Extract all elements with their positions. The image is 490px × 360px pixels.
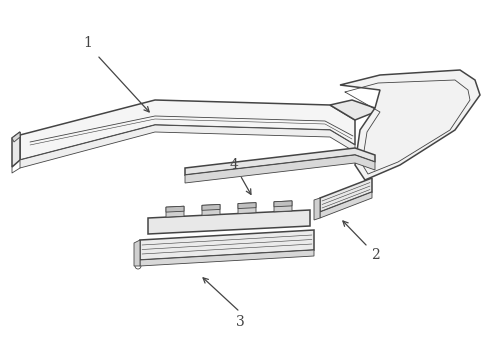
Polygon shape: [320, 192, 372, 218]
Polygon shape: [134, 240, 140, 266]
Polygon shape: [185, 148, 375, 175]
Polygon shape: [320, 178, 372, 212]
Polygon shape: [12, 132, 20, 142]
Polygon shape: [12, 132, 20, 167]
Polygon shape: [166, 206, 184, 217]
Polygon shape: [202, 204, 220, 215]
Text: 1: 1: [84, 36, 93, 50]
Polygon shape: [274, 201, 292, 212]
Text: 4: 4: [229, 158, 239, 172]
Polygon shape: [314, 198, 320, 220]
Polygon shape: [148, 210, 310, 234]
Text: 3: 3: [236, 315, 245, 329]
Polygon shape: [340, 70, 480, 180]
Polygon shape: [140, 250, 314, 266]
Polygon shape: [202, 204, 220, 210]
Polygon shape: [166, 206, 184, 212]
Polygon shape: [20, 125, 355, 168]
Polygon shape: [20, 100, 355, 160]
Text: 2: 2: [370, 248, 379, 262]
Polygon shape: [238, 203, 256, 213]
Polygon shape: [274, 201, 292, 207]
Polygon shape: [238, 203, 256, 208]
Polygon shape: [140, 230, 314, 260]
Polygon shape: [330, 100, 375, 120]
Polygon shape: [185, 155, 375, 183]
